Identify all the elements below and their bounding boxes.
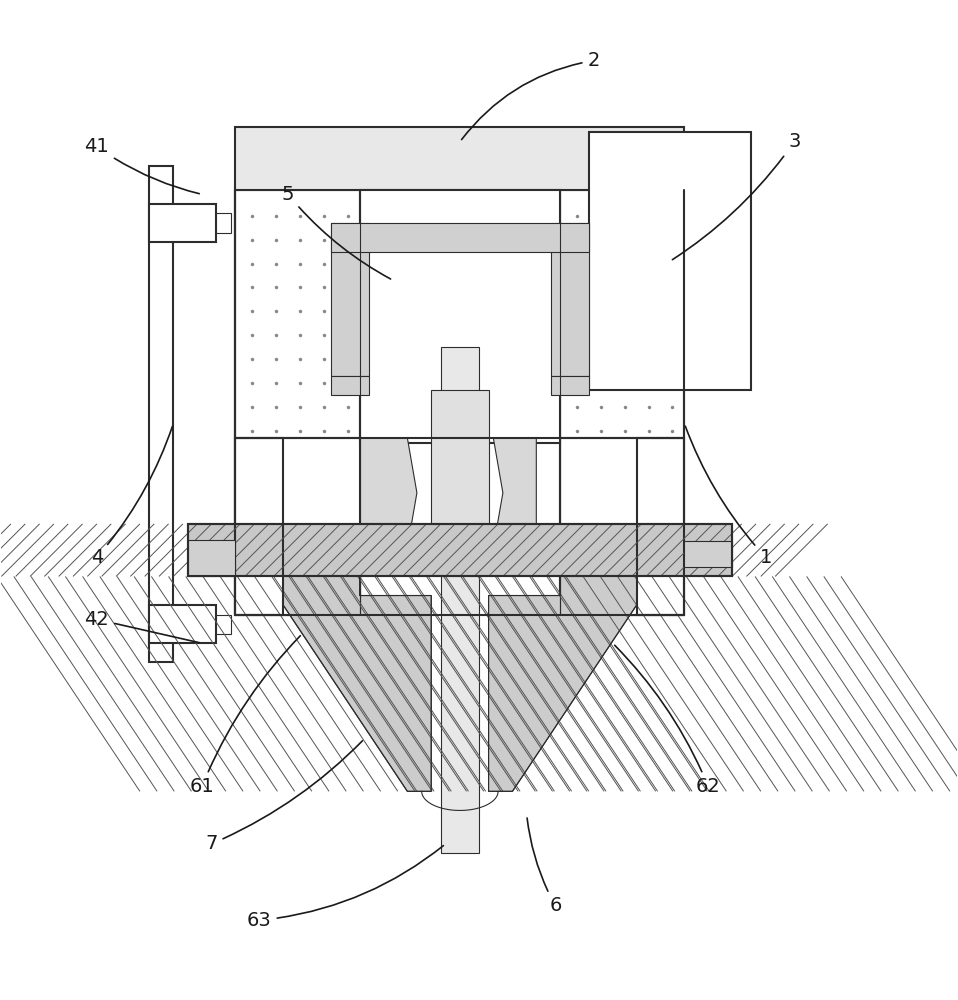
Bar — [331, 376, 369, 395]
Bar — [149, 605, 217, 643]
Bar — [188, 540, 236, 576]
Bar — [188, 524, 732, 576]
Text: 7: 7 — [205, 741, 362, 853]
Bar — [236, 127, 684, 190]
Bar — [217, 213, 231, 233]
Bar — [551, 223, 589, 376]
Polygon shape — [284, 576, 431, 791]
Bar — [551, 376, 589, 395]
Text: 63: 63 — [247, 846, 444, 930]
Text: 4: 4 — [91, 426, 172, 567]
Bar — [441, 347, 479, 853]
Bar — [236, 438, 359, 615]
Bar — [359, 190, 560, 443]
Bar — [188, 524, 732, 576]
Bar — [589, 132, 751, 390]
Polygon shape — [489, 576, 637, 791]
Bar — [331, 223, 589, 252]
Polygon shape — [359, 438, 417, 548]
Bar — [236, 190, 359, 615]
Bar — [217, 615, 231, 634]
Text: 2: 2 — [462, 51, 600, 140]
Bar — [560, 190, 684, 615]
Text: 6: 6 — [527, 818, 561, 915]
Text: 3: 3 — [673, 132, 801, 260]
Text: 41: 41 — [84, 137, 199, 194]
Text: 42: 42 — [84, 610, 199, 643]
Text: 5: 5 — [282, 185, 391, 279]
Bar — [149, 204, 217, 242]
Text: 61: 61 — [190, 636, 301, 796]
Bar — [684, 541, 732, 567]
Bar — [560, 438, 684, 615]
Bar — [331, 223, 369, 376]
Text: 1: 1 — [685, 426, 772, 567]
Bar — [149, 166, 173, 662]
Bar — [431, 390, 489, 548]
Text: 62: 62 — [615, 645, 720, 796]
Polygon shape — [493, 438, 536, 548]
